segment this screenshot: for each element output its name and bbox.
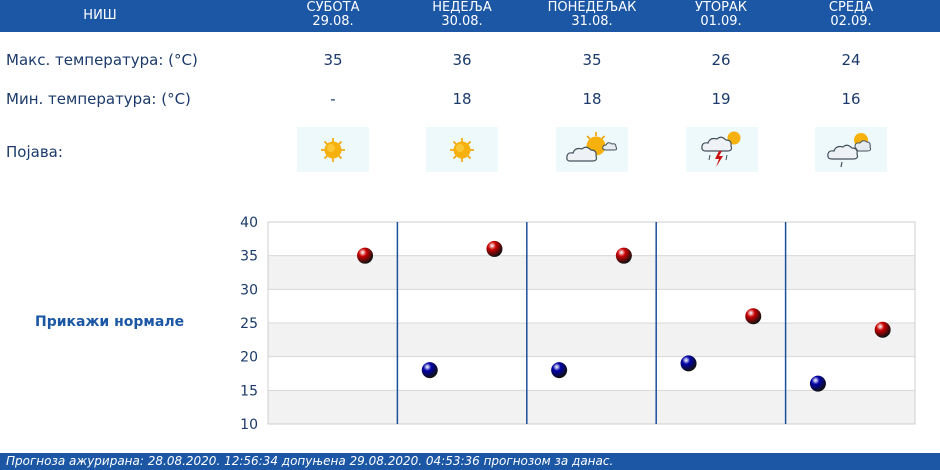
day-name: НЕДЕЉА — [432, 0, 492, 15]
y-tick-label: 10 — [240, 417, 258, 433]
grid-band — [268, 255, 915, 290]
grid-band — [268, 323, 915, 357]
min-temp-value: 19 — [711, 90, 731, 108]
min-temp-value: 18 — [452, 90, 472, 108]
max-temp-label: Макс. температура: (°C) — [6, 51, 198, 69]
max-temp-point — [874, 321, 891, 338]
plot-frame — [267, 221, 916, 425]
max-temp-value: 36 — [452, 51, 472, 69]
y-tick-label: 20 — [240, 350, 258, 366]
sun-icon — [297, 127, 369, 172]
grid-band — [268, 222, 915, 256]
min-temp-value: 16 — [841, 90, 861, 108]
y-tick-label: 40 — [240, 215, 258, 231]
day-date: 02.09. — [830, 14, 872, 29]
day-header-2: НЕДЕЉА 30.08. — [397, 1, 527, 29]
grid-band — [268, 390, 915, 424]
day-header-4: УТОРАК 01.09. — [656, 1, 786, 29]
day-header-3: ПОНЕДЕЉАК 31.08. — [527, 1, 657, 29]
forecast-updated-footer: Прогноза ажурирана: 28.08.2020. 12:56:34… — [0, 453, 940, 470]
day-date: 29.08. — [312, 14, 354, 29]
max-temp-value: 26 — [711, 51, 731, 69]
day-date: 30.08. — [441, 14, 483, 29]
day-header-1: СУБОТА 29.08. — [268, 1, 398, 29]
min-temp-point — [680, 355, 697, 372]
min-temp-point — [809, 375, 826, 392]
min-temp-point — [551, 362, 568, 379]
city-name: НИШ — [83, 8, 117, 23]
sun-icon — [426, 127, 498, 172]
day-header-5: СРЕДА 02.09. — [786, 1, 916, 29]
max-temp-point — [357, 247, 374, 264]
day-date: 31.08. — [571, 14, 613, 29]
day-name: ПОНЕДЕЉАК — [547, 0, 637, 15]
phenomenon-label: Појава: — [6, 143, 63, 161]
day-name: УТОРАК — [694, 0, 748, 15]
y-tick-label: 35 — [240, 249, 258, 265]
day-name: СРЕДА — [828, 0, 874, 15]
day-name: СУБОТА — [306, 0, 360, 15]
temperature-chart: 10 15 20 25 30 35 40 — [240, 215, 916, 433]
min-temp-point — [421, 362, 438, 379]
partly-cloudy-icon — [556, 127, 628, 172]
min-temp-label: Мин. температура: (°C) — [6, 90, 191, 108]
max-temp-point — [745, 308, 762, 325]
y-tick-label: 30 — [240, 282, 258, 298]
cloudy-rain-icon — [815, 127, 887, 172]
show-normals-link[interactable]: Прикажи нормале — [35, 314, 185, 330]
min-temp-value: - — [330, 90, 336, 108]
min-temp-value: 18 — [582, 90, 602, 108]
max-temp-value: 35 — [582, 51, 602, 69]
grid-band — [268, 289, 915, 323]
y-tick-label: 15 — [240, 383, 258, 399]
y-tick-label: 25 — [240, 316, 258, 332]
grid-band — [268, 356, 915, 391]
day-date: 01.09. — [700, 14, 742, 29]
max-temp-value: 24 — [841, 51, 861, 69]
thunderstorm-icon — [686, 127, 758, 172]
forecast-header: НИШ СУБОТА 29.08. НЕДЕЉА 30.08. ПОНЕДЕЉА… — [0, 0, 940, 32]
max-temp-point — [615, 247, 632, 264]
max-temp-value: 35 — [323, 51, 343, 69]
max-temp-point — [486, 240, 503, 257]
